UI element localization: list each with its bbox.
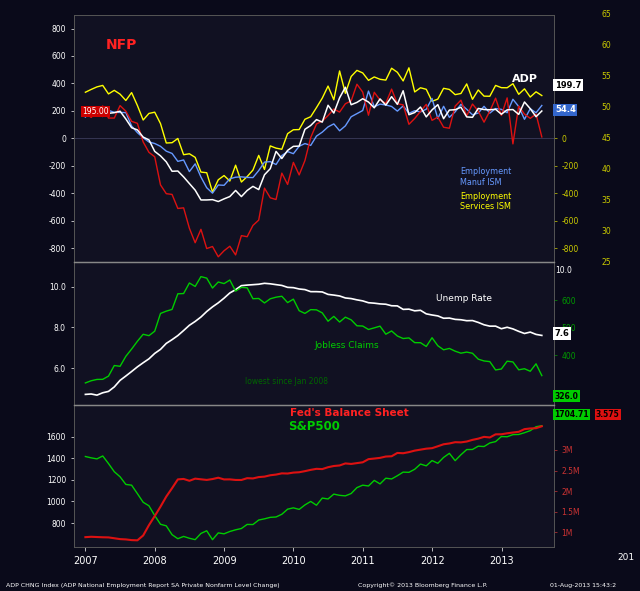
Text: Unemp Rate: Unemp Rate [436, 294, 492, 303]
Text: Jobless Claims: Jobless Claims [314, 340, 379, 350]
Text: 3.575: 3.575 [596, 410, 620, 419]
Text: Employment
Services ISM: Employment Services ISM [460, 192, 511, 212]
Text: 35: 35 [602, 196, 611, 204]
Text: 10.0: 10.0 [555, 266, 572, 275]
Text: 201: 201 [618, 553, 635, 561]
Text: 1704.71: 1704.71 [554, 410, 589, 419]
Text: 55: 55 [602, 72, 611, 81]
Text: 01-Aug-2013 15:43:2: 01-Aug-2013 15:43:2 [550, 583, 616, 588]
Text: Copyright© 2013 Bloomberg Finance L.P.: Copyright© 2013 Bloomberg Finance L.P. [358, 582, 488, 588]
Text: lowest since Jan 2008: lowest since Jan 2008 [245, 377, 328, 387]
Text: 30: 30 [602, 227, 611, 236]
Text: S&P500: S&P500 [289, 420, 340, 433]
Text: Employment
Manuf ISM: Employment Manuf ISM [460, 167, 511, 187]
Text: 54.4: 54.4 [555, 106, 576, 115]
Text: 65: 65 [602, 10, 611, 20]
Text: 7.6: 7.6 [555, 329, 570, 338]
Text: 199.7: 199.7 [555, 81, 581, 90]
Text: 195.00: 195.00 [82, 107, 109, 116]
Text: NFP: NFP [106, 38, 138, 52]
Text: Fed's Balance Sheet: Fed's Balance Sheet [290, 408, 408, 418]
Text: ADP CHNG Index (ADP National Employment Report SA Private Nonfarm Level Change): ADP CHNG Index (ADP National Employment … [6, 583, 280, 588]
Text: 45: 45 [602, 134, 611, 143]
Text: 40: 40 [602, 165, 611, 174]
Text: 60: 60 [602, 41, 611, 50]
Text: 50: 50 [602, 103, 611, 112]
Text: ADP: ADP [512, 74, 538, 85]
Text: 326.0: 326.0 [555, 392, 579, 401]
Text: 25: 25 [602, 258, 611, 267]
